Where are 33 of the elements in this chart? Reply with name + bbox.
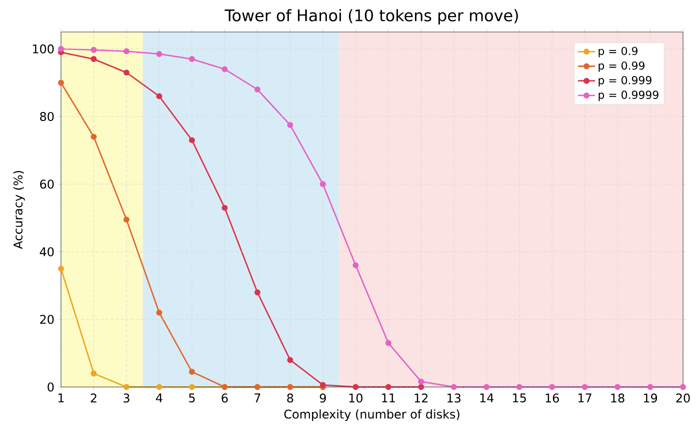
- x-tick-label: 14: [480, 394, 494, 402]
- x-tick-label: 15: [513, 394, 526, 402]
- x-tick-label: 19: [644, 394, 658, 403]
- x-tick-label: 16: [546, 394, 559, 403]
- y-axis-title: Accuracy (%): [13, 170, 25, 249]
- x-tick-label: 3: [124, 394, 130, 403]
- x-tick-label: 4: [156, 394, 162, 402]
- x-tick-label: 7: [254, 394, 260, 402]
- legend-label: p = 0.99: [598, 61, 644, 72]
- x-tick-label: 13: [448, 394, 460, 403]
- legend-label: p = 0.9999: [598, 90, 658, 102]
- y-tick-label: 100: [32, 44, 54, 54]
- x-tick-label: 18: [611, 394, 624, 403]
- x-tick-label: 17: [578, 394, 592, 402]
- x-tick-label: 6: [222, 394, 228, 403]
- chart-title: Tower of Hanoi (10 tokens per move): [224, 9, 518, 24]
- y-tick-label: 80: [40, 112, 54, 122]
- x-tick-label: 1: [58, 394, 64, 402]
- y-tick-label: 20: [40, 314, 54, 324]
- legend-label: p = 0.9: [598, 46, 638, 58]
- x-axis-title: Complexity (number of disks): [284, 409, 460, 421]
- x-tick-label: 20: [676, 394, 690, 403]
- legend-label: p = 0.999: [598, 76, 652, 86]
- x-tick-label: 11: [382, 394, 395, 402]
- x-tick-label: 10: [349, 394, 362, 403]
- y-tick-label: 60: [40, 180, 54, 189]
- y-tick-label: 0: [48, 382, 54, 392]
- x-tick-label: 5: [189, 394, 195, 402]
- x-tick-label: 12: [414, 394, 428, 402]
- x-tick-label: 9: [320, 394, 326, 403]
- x-tick-label: 8: [287, 394, 294, 403]
- x-tick-label: 2: [90, 394, 96, 402]
- y-tick-label: 40: [40, 247, 54, 256]
